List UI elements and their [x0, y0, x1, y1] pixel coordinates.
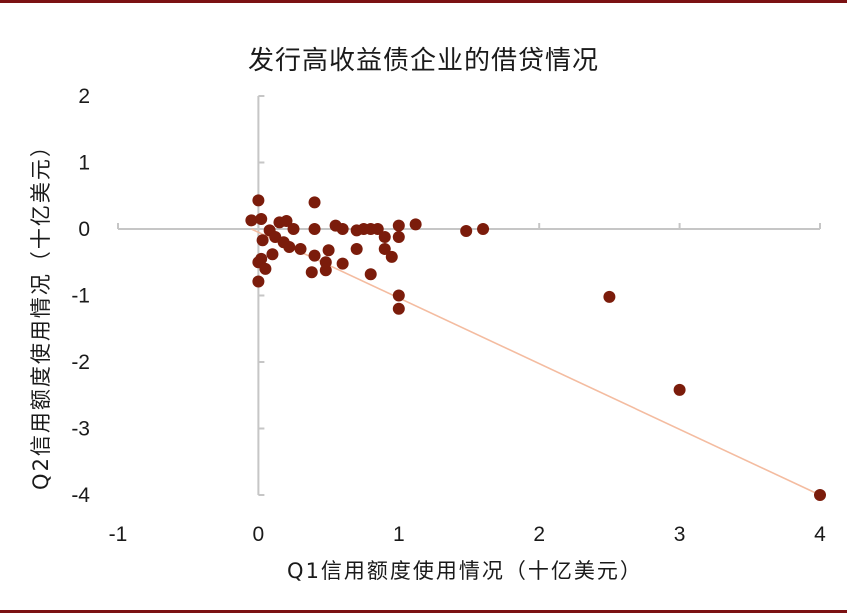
trendline — [251, 228, 821, 496]
y-tick-label: -1 — [71, 285, 90, 308]
data-point — [245, 214, 258, 227]
data-point — [460, 224, 473, 237]
data-point — [392, 302, 405, 315]
data-point — [392, 230, 405, 243]
data-point — [603, 290, 616, 303]
data-point — [378, 230, 391, 243]
data-point — [322, 244, 335, 257]
data-point — [287, 223, 300, 235]
x-tick-label: 3 — [674, 523, 686, 546]
y-tick-label: 0 — [78, 218, 90, 241]
data-point — [294, 242, 307, 255]
x-tick-label: 1 — [393, 523, 405, 546]
data-point — [336, 223, 349, 235]
data-point — [252, 275, 265, 288]
x-tick-label: 2 — [533, 523, 545, 546]
x-axis-title: Q1信用额度使用情况（十亿美元） — [287, 559, 643, 583]
x-tick-label: 0 — [253, 523, 265, 546]
data-point — [385, 250, 398, 263]
data-point — [814, 489, 826, 501]
y-tick-label: -3 — [71, 418, 90, 441]
data-point — [336, 257, 349, 270]
data-point — [308, 196, 321, 209]
y-tick-label: 2 — [78, 85, 90, 108]
bottom-border — [0, 610, 847, 613]
data-point — [255, 252, 268, 265]
data-point — [673, 383, 686, 396]
data-point — [392, 219, 405, 232]
y-tick-label: 1 — [78, 152, 90, 175]
data-point — [378, 242, 391, 255]
y-tick-label: -2 — [71, 351, 90, 374]
data-point — [350, 242, 363, 255]
data-point — [256, 234, 269, 247]
data-point — [280, 215, 293, 228]
data-point — [308, 249, 321, 262]
data-point — [305, 266, 318, 279]
data-point — [409, 218, 422, 231]
data-point — [259, 262, 272, 275]
data-point — [255, 213, 268, 226]
data-point — [371, 223, 384, 235]
y-axis-title: Q2信用额度使用情况（十亿美元） — [29, 134, 53, 490]
data-point — [252, 194, 265, 207]
data-point — [392, 289, 405, 302]
x-tick-label: -1 — [109, 523, 128, 546]
data-point — [308, 223, 321, 235]
x-tick-label: 4 — [814, 523, 826, 546]
y-tick-label: -4 — [71, 484, 90, 507]
data-point — [283, 240, 296, 253]
data-point — [266, 248, 279, 261]
chart-title: 发行高收益债企业的借贷情况 — [247, 46, 599, 76]
data-point — [364, 268, 377, 281]
top-border — [0, 0, 847, 3]
data-point — [319, 256, 332, 269]
data-point — [477, 223, 490, 235]
